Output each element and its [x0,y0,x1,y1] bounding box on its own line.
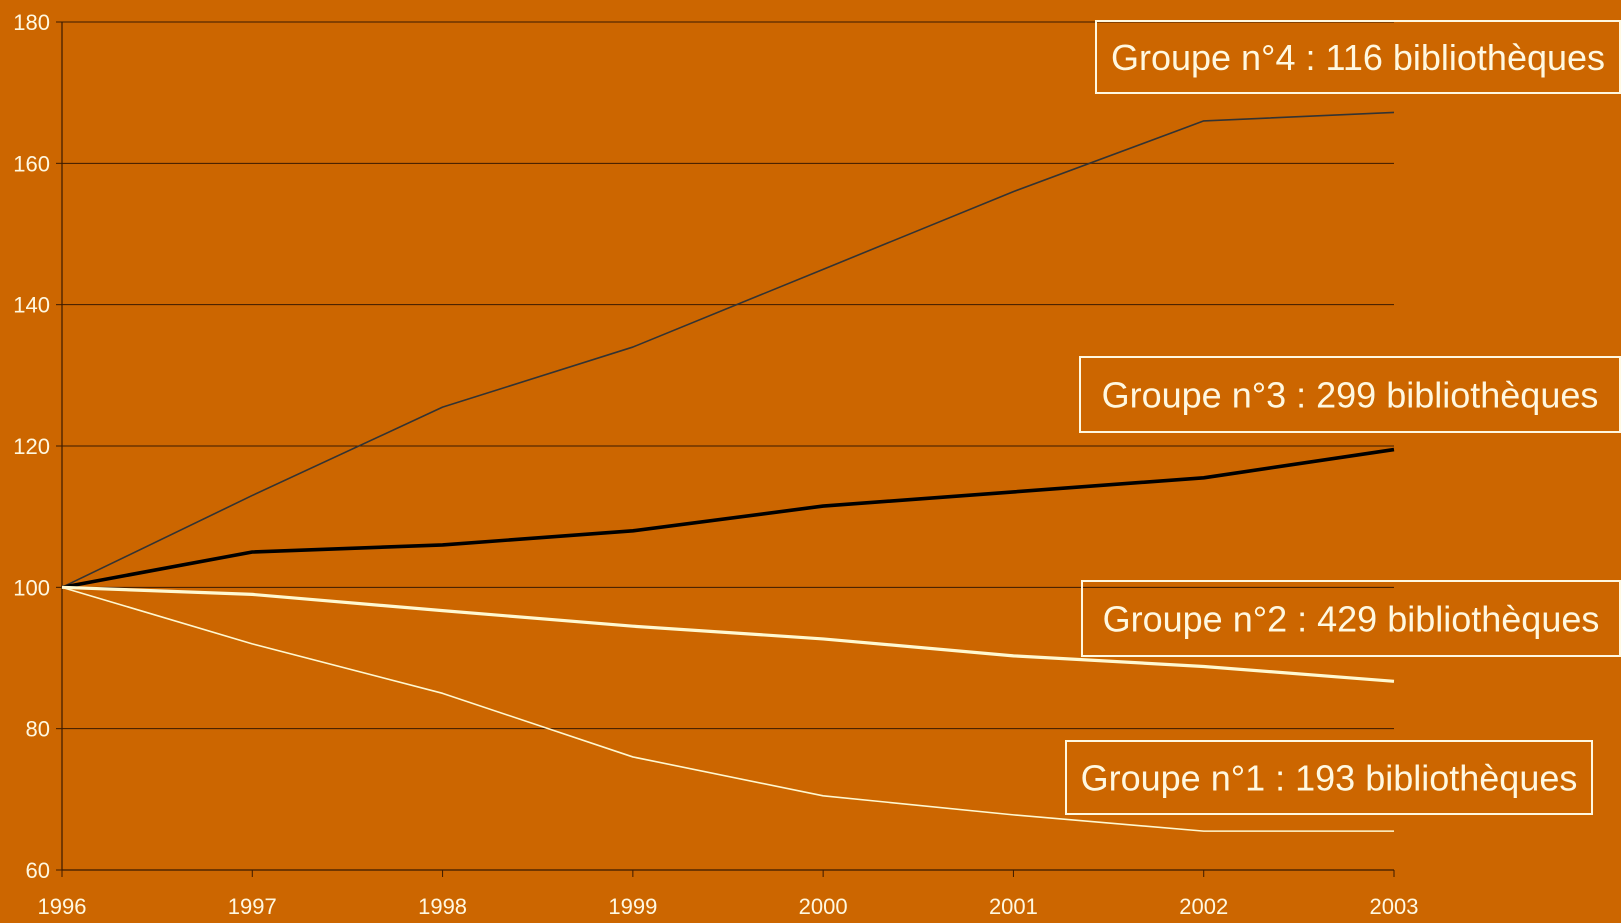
series-lines [61,111,1395,832]
y-tick-label: 60 [26,858,50,883]
series-label-box [1065,740,1593,815]
y-tick-label: 100 [13,575,50,600]
series-label: Groupe n°1 : 193 bibliothèques [1081,758,1578,799]
series-labels: Groupe n°4 : 116 bibliothèques Groupe n°3… [1065,20,1621,815]
series-label: Groupe n°3 : 299 bibliothèques [1102,375,1599,416]
x-tick-label: 1997 [228,894,277,919]
series-line-3 [61,585,1395,683]
axes: 60 80 100 120 140 160 180 1996 1997 1998 1999 2000 2… [13,10,1418,919]
x-tick-label: 2002 [1179,894,1228,919]
x-tick-label: 1996 [38,894,87,919]
series-line-4 [61,586,1394,832]
y-tick-label: 140 [13,293,50,318]
x-tick-label: 2003 [1370,894,1419,919]
series-label-box [1081,580,1621,657]
x-tick-label: 1998 [418,894,467,919]
series-label: Groupe n°2 : 429 bibliothèques [1103,599,1600,640]
grid-lines [62,21,1394,730]
series-line-1 [61,111,1395,589]
y-tick-label: 180 [13,10,50,35]
series-label-box [1095,20,1621,94]
series-label: Groupe n°4 : 116 bibliothèques [1111,37,1605,78]
x-tick-label: 2000 [799,894,848,919]
series-line-2 [61,447,1395,590]
y-tick-label: 160 [13,151,50,176]
x-tick-label: 2001 [989,894,1038,919]
series-label-box [1079,356,1621,433]
y-tick-label: 120 [13,434,50,459]
x-tick-label: 1999 [608,894,657,919]
y-tick-label: 80 [26,717,50,742]
